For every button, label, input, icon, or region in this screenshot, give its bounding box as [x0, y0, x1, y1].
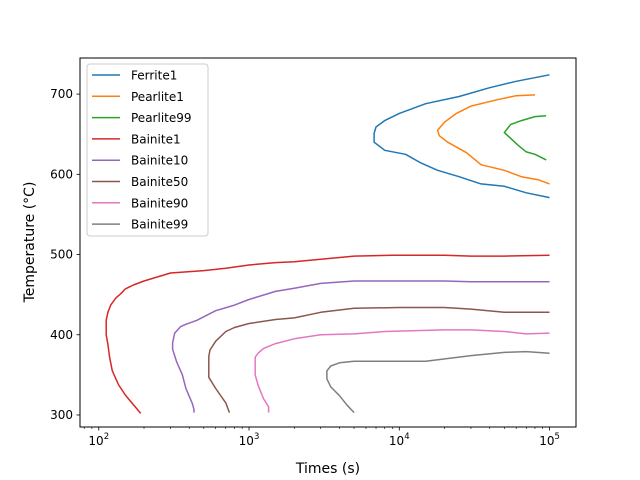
- y-tick-label: 300: [50, 408, 73, 422]
- legend-label: Bainite90: [131, 196, 188, 210]
- series-line-bainite90: [254, 329, 550, 413]
- plot-frame: [79, 57, 577, 428]
- legend-label: Bainite99: [131, 218, 188, 232]
- y-tick-label: 600: [50, 167, 73, 181]
- series-line-pearlite1: [436, 94, 550, 185]
- legend-label: Bainite10: [131, 154, 188, 168]
- series-line-bainite50: [208, 306, 550, 413]
- legend-label: Pearlite99: [131, 111, 192, 125]
- legend-label: Bainite50: [131, 175, 188, 189]
- legend-label: Pearlite1: [131, 90, 184, 104]
- series-line-pearlite99: [503, 115, 547, 161]
- y-tick-label: 400: [50, 328, 73, 342]
- y-axis-label: Temperature (°C): [22, 182, 38, 304]
- plot-lines: [105, 74, 550, 414]
- series-line-bainite10: [171, 280, 550, 413]
- series-line-bainite99: [326, 350, 550, 414]
- legend: Ferrite1 Pearlite1 Pearlite99 Bainite1 Baini…: [86, 63, 209, 237]
- y-tick-label: 700: [50, 87, 73, 101]
- legend-box: [86, 63, 209, 237]
- legend-label: Ferrite1: [131, 69, 177, 83]
- y-axis-ticks: 300 400 500 600 700: [50, 87, 80, 422]
- series-line-bainite1: [105, 254, 550, 414]
- series-line-ferrite1: [373, 74, 550, 199]
- x-axis-label: Times (s): [295, 461, 360, 477]
- legend-label: Bainite1: [131, 132, 181, 146]
- y-tick-label: 500: [50, 248, 73, 262]
